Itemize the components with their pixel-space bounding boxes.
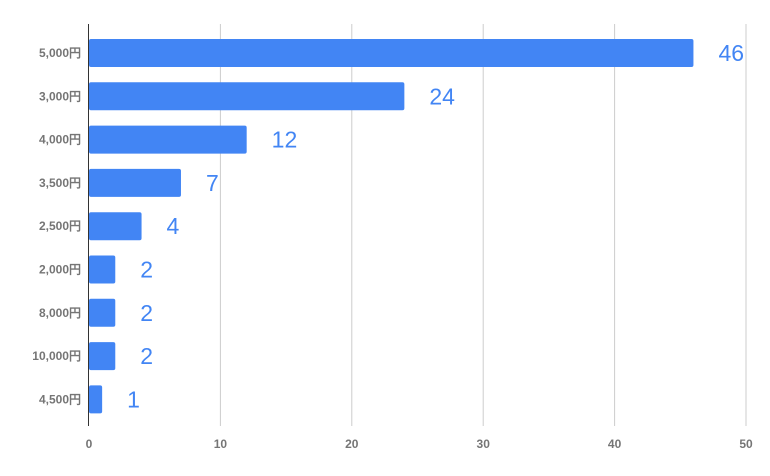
bar: [89, 385, 103, 414]
bars: [89, 39, 694, 414]
category-labels: 5,000円 3,000円 4,000円 3,500円 2,500円 2,000円 8,00…: [32, 46, 81, 406]
x-tick-label: 30: [477, 437, 491, 451]
category-label: 10,000円: [32, 349, 81, 363]
x-tick-labels: 0 10 20 30 40 50: [86, 437, 753, 451]
bar: [89, 342, 116, 371]
bar: [89, 125, 247, 154]
category-label: 3,500円: [39, 176, 81, 190]
data-label: 4: [167, 213, 180, 239]
data-label: 2: [140, 300, 153, 326]
data-label: 2: [140, 343, 153, 369]
category-label: 2,000円: [39, 263, 81, 277]
data-label: 1: [127, 386, 140, 412]
category-label: 8,000円: [39, 306, 81, 320]
data-label: 24: [429, 83, 455, 109]
data-label: 46: [718, 40, 744, 66]
category-label: 2,500円: [39, 219, 81, 233]
category-label: 4,500円: [39, 392, 81, 406]
bar: [89, 212, 142, 241]
data-label: 7: [206, 170, 219, 196]
data-label: 12: [272, 127, 298, 153]
bar: [89, 82, 405, 111]
category-label: 3,000円: [39, 89, 81, 103]
x-tick-label: 40: [608, 437, 622, 451]
x-tick-label: 0: [86, 437, 93, 451]
x-tick-label: 50: [739, 437, 753, 451]
category-label: 4,000円: [39, 133, 81, 147]
x-tick-label: 20: [345, 437, 359, 451]
bar: [89, 39, 694, 67]
x-tick-label: 10: [214, 437, 228, 451]
bar: [89, 298, 116, 327]
bar: [89, 255, 116, 284]
bar: [89, 168, 181, 197]
data-label: 2: [140, 257, 153, 283]
category-label: 5,000円: [39, 46, 81, 60]
